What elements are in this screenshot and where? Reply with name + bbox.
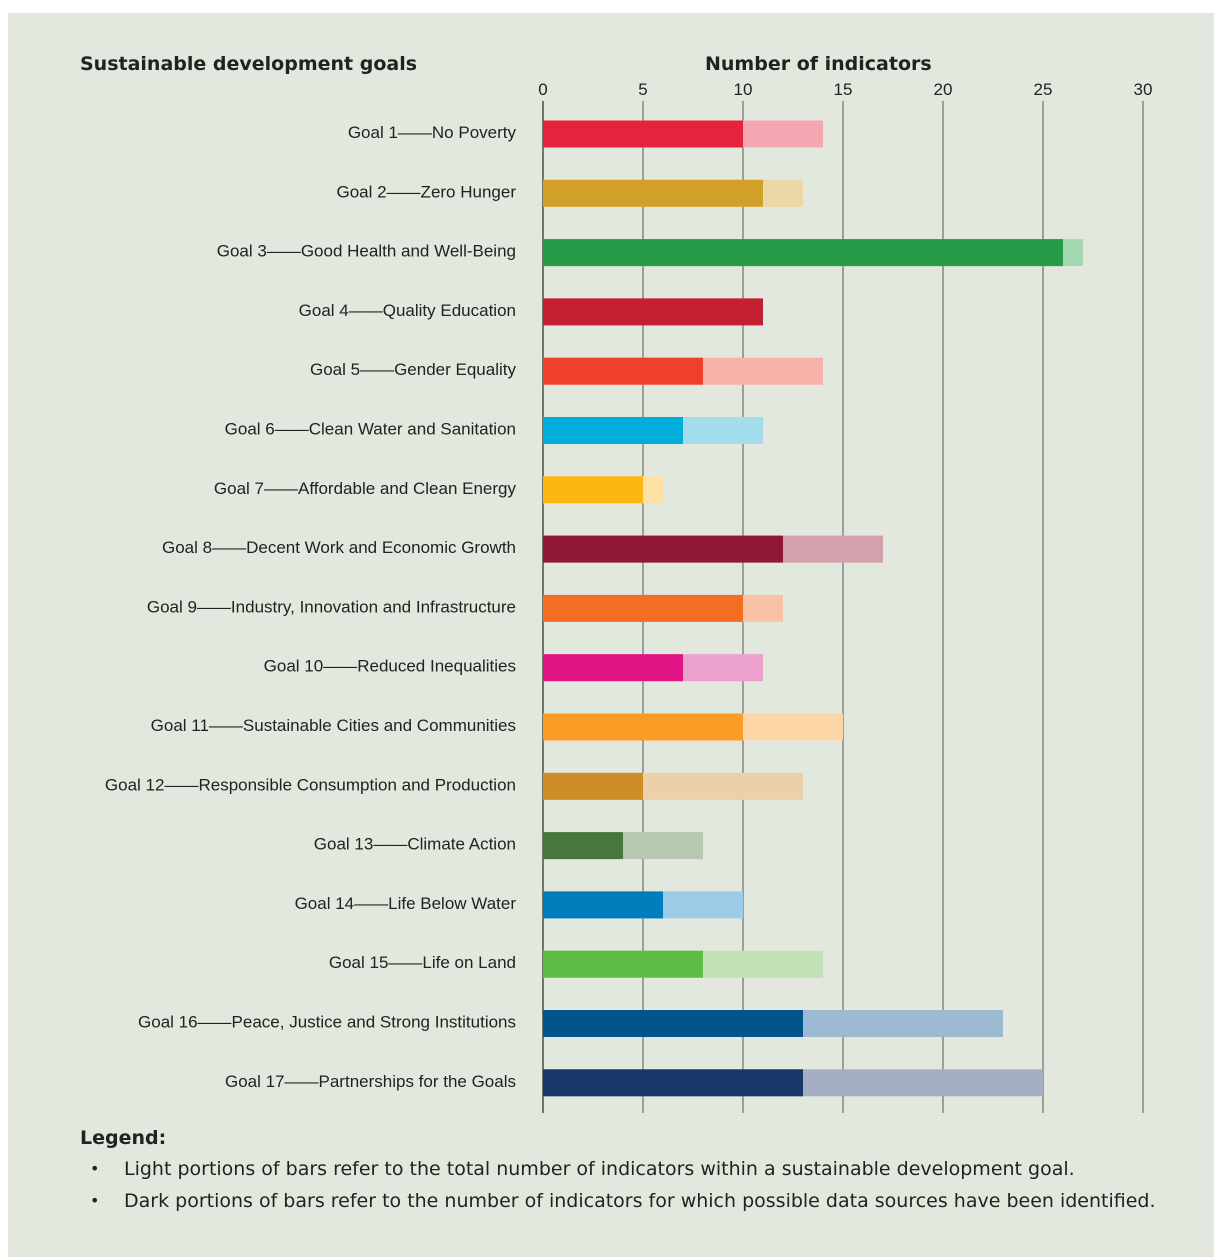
category-label: Goal 3——Good Health and Well-Being [217, 242, 516, 261]
x-tick-label: 0 [538, 80, 547, 99]
category-label: Goal 13——Climate Action [314, 835, 516, 854]
category-label: Goal 16——Peace, Justice and Strong Insti… [138, 1013, 516, 1032]
bar-identified [543, 417, 683, 444]
x-tick-label: 30 [1134, 80, 1153, 99]
legend-item-dark-text: Dark portions of bars refer to the numbe… [124, 1190, 1156, 1212]
bar-identified [543, 239, 1063, 267]
bullet-icon: • [90, 1159, 100, 1178]
bar-identified [543, 832, 623, 860]
bar-identified [543, 713, 743, 741]
category-label: Goal 7——Affordable and Clean Energy [214, 479, 517, 498]
bar-identified [543, 298, 763, 326]
legend-item-light: • Light portions of bars refer to the to… [80, 1157, 1200, 1181]
bar-chart: 0 5 10 15 20 25 30 Goal 1——No Poverty Goal 2——Ze… [105, 80, 1153, 1113]
category-label: Goal 12——Responsible Consumption and Pro… [105, 775, 516, 794]
category-label: Goal 17——Partnerships for the Goals [225, 1072, 516, 1091]
bar-identified [543, 357, 703, 385]
x-tick-label: 15 [834, 80, 853, 99]
category-label: Goal 1——No Poverty [348, 123, 517, 142]
category-label: Goal 8——Decent Work and Economic Growth [162, 538, 516, 557]
bar-identified [543, 772, 643, 800]
x-tick-label: 25 [1034, 80, 1053, 99]
bar-identified [543, 179, 763, 207]
bar-identified [543, 120, 743, 148]
legend-item-dark: • Dark portions of bars refer to the num… [80, 1189, 1200, 1213]
category-label: Goal 11——Sustainable Cities and Communit… [151, 716, 516, 735]
category-label: Goal 15——Life on Land [329, 953, 516, 972]
category-label: Goal 4——Quality Education [299, 301, 516, 320]
bullet-icon: • [90, 1191, 100, 1210]
chart-panel: 0 5 10 15 20 25 30 Goal 1——No Poverty Goal 2——Ze… [8, 13, 1214, 1257]
category-label: Goal 9——Industry, Innovation and Infrast… [147, 597, 516, 616]
x-tick-label: 10 [734, 80, 753, 99]
indicators-axis-title: Number of indicators [705, 53, 932, 75]
bar-identified [543, 1010, 803, 1037]
goals-column-header: Sustainable development goals [80, 53, 418, 75]
bar-identified [543, 476, 643, 504]
x-tick-label: 20 [934, 80, 953, 99]
legend-item-light-text: Light portions of bars refer to the tota… [124, 1158, 1075, 1180]
category-label: Goal 2——Zero Hunger [336, 182, 516, 201]
category-label: Goal 5——Gender Equality [310, 360, 516, 379]
x-tick-label: 5 [638, 80, 647, 99]
legend-title: Legend: [80, 1127, 167, 1149]
bar-identified [543, 950, 703, 978]
bar-identified [543, 594, 743, 622]
bar-identified [543, 891, 663, 919]
category-label: Goal 6——Clean Water and Sanitation [225, 420, 516, 439]
legend: Legend: • Light portions of bars refer t… [80, 1127, 1200, 1221]
category-label: Goal 10——Reduced Inequalities [264, 657, 516, 676]
bar-identified [543, 535, 783, 563]
bar-identified [543, 1069, 803, 1097]
category-label: Goal 14——Life Below Water [295, 894, 517, 913]
bar-identified [543, 654, 683, 682]
legend-list: • Light portions of bars refer to the to… [80, 1157, 1200, 1213]
